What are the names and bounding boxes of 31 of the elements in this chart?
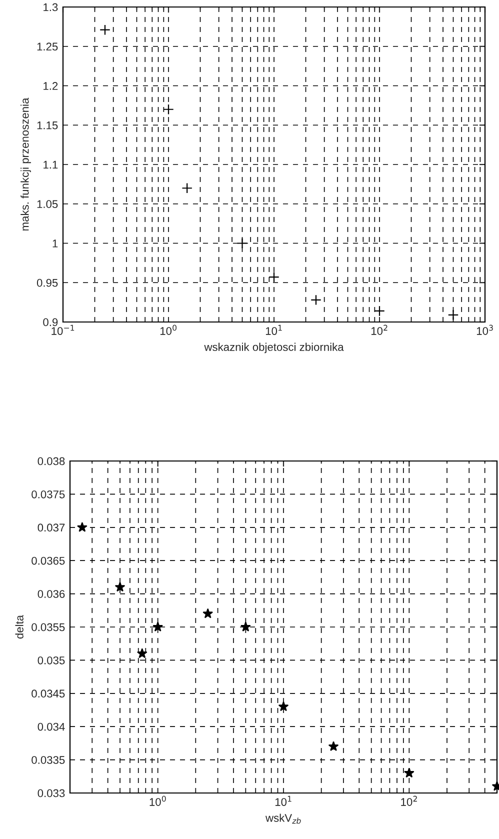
y-tick-label: 0.037 bbox=[38, 524, 65, 532]
y-axis-title: maks. funkcji przenoszenia bbox=[20, 98, 31, 230]
y-tick-label: 0.0375 bbox=[32, 490, 65, 498]
y-tick-label: 1.2 bbox=[44, 82, 58, 90]
x-tick-label: 10$^{1}$ bbox=[266, 324, 282, 335]
y-tick-label: 0.9 bbox=[43, 318, 58, 326]
x-tick-label: 10$^{0}$ bbox=[150, 796, 166, 806]
y-tick-label: 1.1 bbox=[44, 160, 58, 169]
x-tick-label: 10$^{1}$ bbox=[275, 796, 292, 806]
y-tick-label: 1.3 bbox=[44, 3, 58, 12]
x-tick-label: 10$^{0}$ bbox=[160, 324, 177, 335]
y-tick-label: 0.035 bbox=[38, 656, 65, 664]
x-tick-label: 10$^{3}$ bbox=[476, 324, 493, 335]
x-axis-title: wskV$_{zb}$ bbox=[265, 814, 301, 824]
y-tick-label: 0.036 bbox=[38, 590, 65, 598]
y-tick-label: 0.033 bbox=[38, 789, 65, 798]
y-tick-label: 1.25 bbox=[37, 42, 58, 51]
y-tick-label: 0.0345 bbox=[32, 690, 65, 698]
y-tick-label: 1.15 bbox=[37, 122, 58, 130]
y-tick-label: 0.038 bbox=[38, 457, 65, 466]
y-tick-label: 0.034 bbox=[38, 722, 65, 731]
x-tick-label: 10$^{2}$ bbox=[371, 324, 388, 335]
x-axis-title: wskaznik objetosci zbiornika bbox=[204, 342, 344, 354]
y-axis-title: delta bbox=[15, 614, 24, 639]
y-tick-label: 0.0355 bbox=[32, 623, 65, 632]
y-tick-label: 1.05 bbox=[37, 200, 58, 208]
y-tick-label: 0.0365 bbox=[32, 556, 65, 565]
y-tick-label: 0.95 bbox=[36, 278, 58, 287]
y-tick-label: 1 bbox=[52, 240, 58, 248]
x-tick-label: 10$^{2}$ bbox=[401, 796, 417, 806]
y-tick-label: 0.0335 bbox=[32, 756, 65, 764]
